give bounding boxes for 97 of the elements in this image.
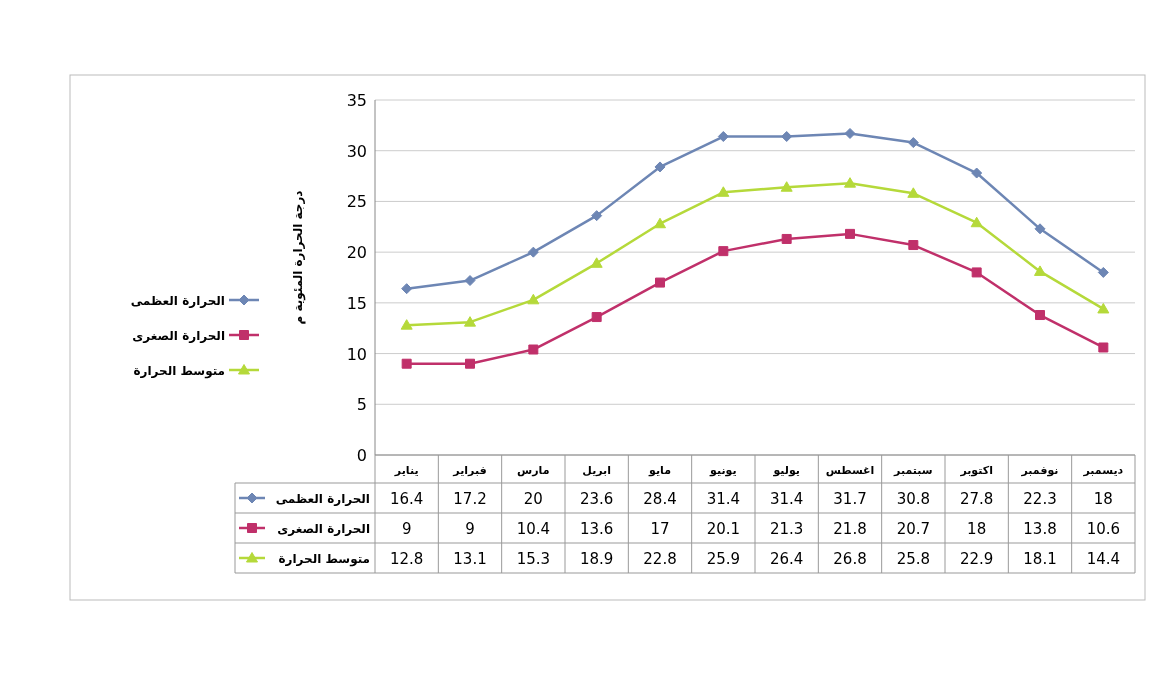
point [654, 161, 666, 173]
point [464, 275, 476, 287]
legend-label: الحرارة العظمى [275, 492, 370, 506]
data-label: 20 [523, 490, 543, 508]
data-label: 21.3 [769, 520, 804, 538]
x-tick-label: ابريل [582, 464, 612, 477]
y-axis-title: درجة الحرارة المئوية م [291, 190, 306, 325]
data-label: 10.6 [1086, 520, 1121, 538]
data-label: 18.9 [579, 550, 614, 568]
x-tick-label: اغسطس [825, 464, 875, 477]
y-tick-label: 25 [346, 192, 367, 212]
point [591, 312, 602, 323]
y-tick-label: 35 [346, 91, 367, 110]
point [781, 131, 793, 143]
data-label: 15.3 [516, 550, 551, 568]
y-tick-label: 15 [346, 293, 367, 313]
data-label: 31.4 [706, 490, 741, 508]
data-label: 14.4 [1086, 550, 1121, 568]
data-label: 22.8 [643, 550, 677, 568]
point [401, 358, 412, 369]
point [590, 257, 603, 268]
legend-label: الحرارة الصغرى [277, 522, 370, 536]
data-label: 17.2 [453, 490, 487, 508]
point [971, 167, 983, 179]
data-label: 10.4 [516, 520, 551, 538]
point [1035, 310, 1045, 321]
data-label: 13.1 [453, 550, 487, 568]
data-label: 9 [465, 520, 475, 538]
data-label: 26.8 [833, 550, 867, 568]
data-label: 31.7 [833, 490, 867, 508]
point [907, 187, 920, 198]
y-tick-label: 20 [346, 243, 367, 263]
data-label: 18 [967, 520, 987, 538]
point [1098, 342, 1109, 353]
point [465, 358, 475, 369]
x-tick-label: فبراير [452, 464, 487, 477]
data-label: 25.8 [896, 550, 931, 568]
point [1034, 223, 1046, 235]
data-label: 30.8 [896, 490, 931, 508]
data-label: 31.4 [769, 490, 804, 508]
point [1034, 265, 1046, 276]
point [717, 186, 730, 197]
data-label: 22.3 [1023, 490, 1057, 508]
data-label: 16.4 [389, 490, 424, 508]
data-label: 9 [401, 520, 412, 538]
data-label: 20.7 [896, 520, 931, 538]
point [1097, 302, 1110, 314]
x-tick-label: اكتوبر [959, 464, 993, 477]
point [528, 344, 539, 355]
data-label: 23.6 [579, 490, 614, 508]
data-label: 22.9 [959, 550, 994, 568]
x-tick-label: مارس [517, 464, 550, 477]
point [781, 233, 792, 244]
point [401, 283, 413, 295]
y-tick-label: 10 [346, 344, 367, 364]
data-label: 13.6 [579, 520, 614, 538]
y-tick-label: 5 [356, 395, 367, 415]
x-tick-label: سبتمبر [893, 464, 933, 477]
point [717, 131, 729, 143]
point [527, 293, 540, 305]
y-tick-label: 0 [356, 446, 367, 465]
point [780, 181, 793, 192]
x-tick-label: نوفمبر [1020, 464, 1059, 477]
data-label: 18.1 [1023, 550, 1057, 568]
x-tick-label: مايو [648, 464, 671, 477]
x-tick-label: يونيو [709, 464, 737, 477]
legend-label: متوسط الحرارة [278, 552, 370, 567]
x-tick-label: يناير [393, 464, 419, 477]
data-label: 12.8 [389, 550, 424, 568]
point [654, 217, 666, 229]
point [1097, 266, 1109, 278]
data-label: 25.9 [706, 550, 741, 568]
point [591, 210, 603, 222]
data-label: 13.8 [1023, 520, 1057, 538]
point [970, 216, 983, 228]
point [971, 267, 982, 278]
data-label: 21.8 [833, 520, 867, 538]
data-label: 18 [1093, 490, 1113, 508]
x-tick-label: ديسمبر [1082, 464, 1124, 477]
data-label: 17 [650, 520, 670, 538]
point [527, 246, 539, 258]
x-tick-label: يوليو [772, 464, 800, 477]
point [844, 177, 856, 188]
point [907, 137, 919, 149]
point [718, 246, 729, 257]
point [908, 240, 919, 251]
data-label: 27.8 [959, 490, 994, 508]
data-label: 26.4 [769, 550, 804, 568]
point [845, 228, 855, 239]
point [464, 316, 476, 327]
point [844, 127, 856, 139]
y-tick-label: 30 [346, 141, 367, 161]
point [400, 319, 413, 330]
data-label: 28.4 [643, 490, 677, 508]
point [655, 277, 665, 288]
data-label: 20.1 [706, 520, 741, 538]
legend: الحرارة العظمى الحرارة الصغرى متوسط الحرارة [130, 294, 225, 378]
